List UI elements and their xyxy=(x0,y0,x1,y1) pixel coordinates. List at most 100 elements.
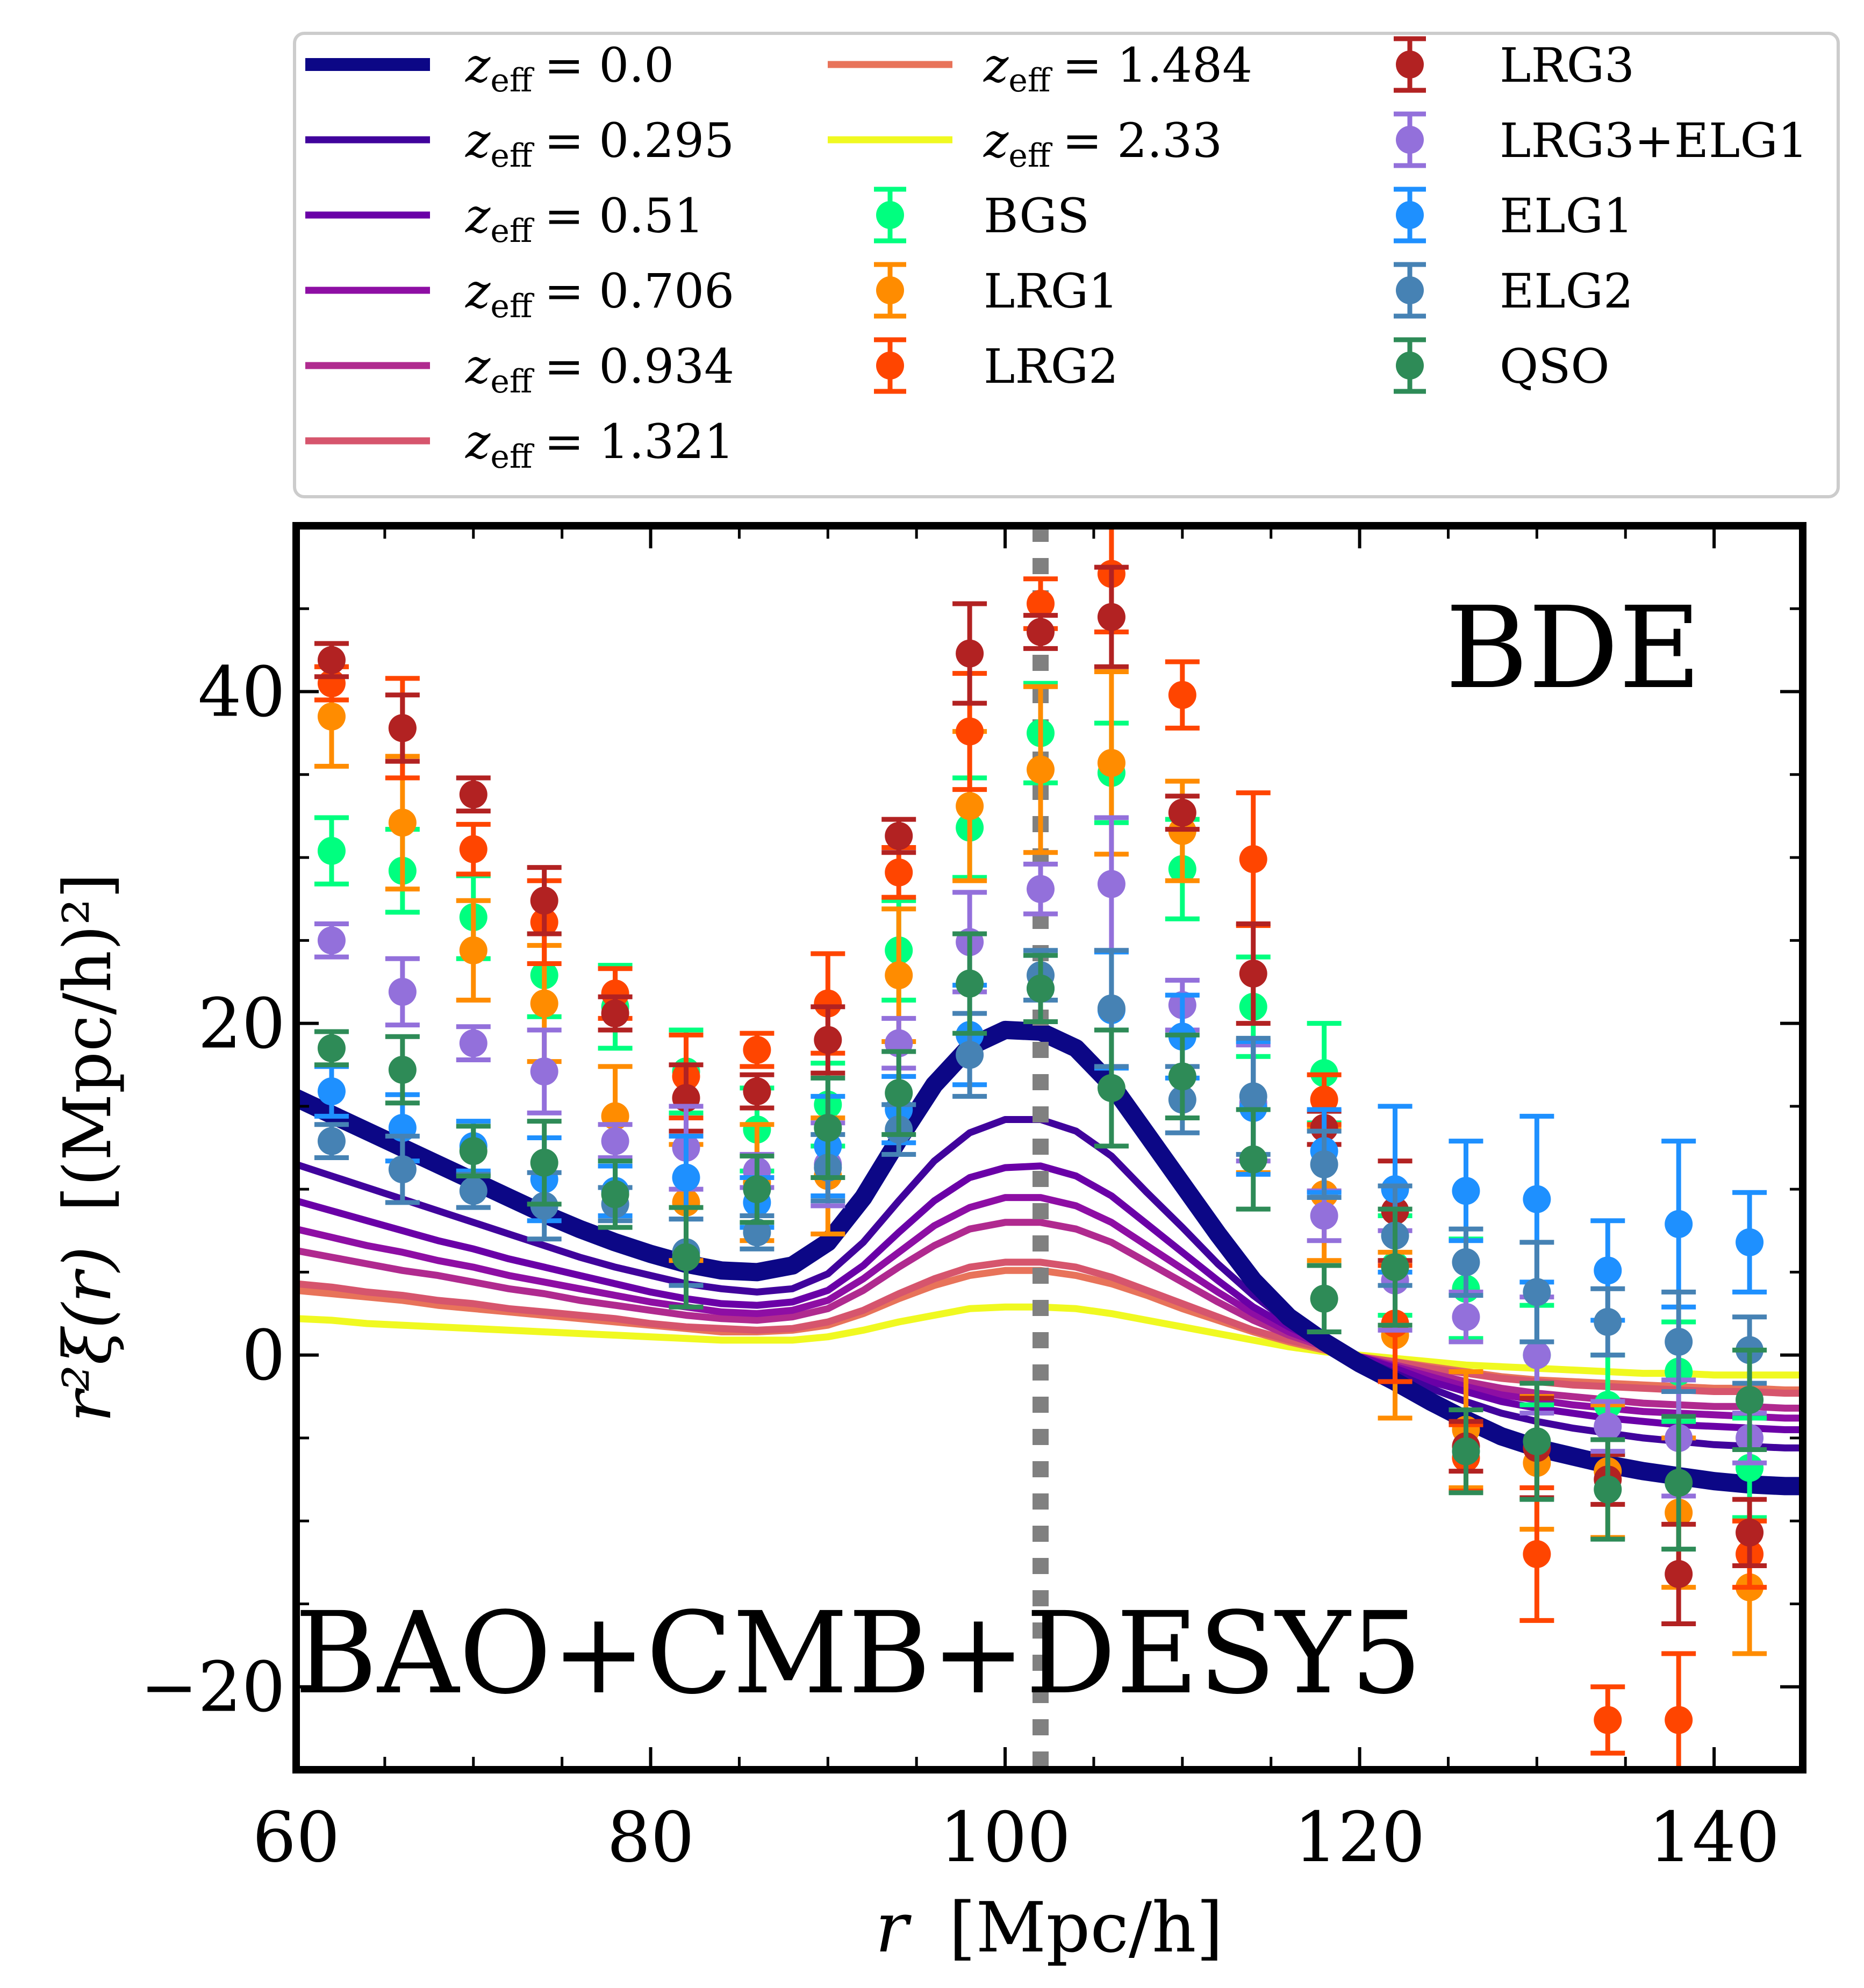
y-axis-label: r²ξ(r) [(Mpc/h)²] xyxy=(49,873,126,1422)
data-point xyxy=(1594,1307,1622,1336)
data-point xyxy=(814,989,842,1018)
data-point xyxy=(1594,1412,1622,1441)
data-point xyxy=(1381,1253,1409,1282)
model-line-2 xyxy=(296,1162,1803,1433)
data-point xyxy=(1168,1062,1196,1091)
data-point xyxy=(530,1057,558,1086)
x-axis-label: r [Mpc/h] xyxy=(876,1888,1223,1968)
legend-marker xyxy=(1396,201,1424,229)
x-tick-label: 140 xyxy=(1648,1798,1780,1878)
legend-item-data-6: ELG2 xyxy=(1394,262,1633,319)
x-tick-label: 120 xyxy=(1294,1798,1425,1878)
x-tick-label: 80 xyxy=(607,1798,694,1878)
data-point xyxy=(601,999,629,1028)
data-point xyxy=(956,717,984,746)
data-point xyxy=(1452,1177,1480,1205)
model-line-4 xyxy=(296,1219,1803,1412)
legend-label: zeff = 0.51 xyxy=(465,188,704,250)
data-point xyxy=(459,835,487,863)
model-line-7 xyxy=(296,1303,1803,1379)
y-axis-unit: [(Mpc/h)²] xyxy=(49,873,126,1212)
data-point xyxy=(601,979,629,1008)
data-point xyxy=(956,639,984,668)
legend-item-model-2: zeff = 0.51 xyxy=(305,188,704,250)
data-point xyxy=(317,836,346,865)
x-tick-label: 60 xyxy=(253,1798,340,1878)
data-point xyxy=(317,702,346,731)
data-point xyxy=(1452,1437,1480,1465)
legend-item-model-5: zeff = 1.321 xyxy=(305,414,734,476)
legend-marker xyxy=(1396,126,1424,154)
data-series-qso xyxy=(314,931,1767,1552)
data-point xyxy=(672,1163,700,1192)
legend-item-data-4: LRG3+ELG1 xyxy=(1394,111,1808,168)
legend-marker xyxy=(876,201,904,229)
data-point xyxy=(459,1029,487,1057)
legend-marker xyxy=(876,276,904,304)
legend-label: QSO xyxy=(1500,339,1610,394)
legend-item-model-6: zeff = 1.484 xyxy=(828,38,1252,99)
y-axis-main: r²ξ(r) xyxy=(49,1246,126,1422)
data-point xyxy=(1452,1248,1480,1276)
data-point xyxy=(1736,1518,1764,1547)
axes-frame xyxy=(292,522,1806,1774)
legend-label: LRG1 xyxy=(984,263,1119,319)
legend-label: LRG2 xyxy=(984,339,1119,394)
data-point xyxy=(388,809,417,837)
data-point xyxy=(388,714,417,742)
data-point xyxy=(1027,755,1055,784)
data-point xyxy=(459,936,487,964)
data-point xyxy=(530,1148,558,1177)
annotation-model: BDE xyxy=(1445,582,1701,714)
data-point xyxy=(1239,960,1267,988)
data-point xyxy=(885,858,913,886)
data-series-lrg2 xyxy=(314,526,1767,1770)
data-point xyxy=(743,1077,771,1106)
legend-item-model-0: zeff = 0.0 xyxy=(305,38,674,99)
data-point xyxy=(1594,1706,1622,1734)
data-point xyxy=(388,977,417,1006)
data-point xyxy=(530,989,558,1018)
y-tick-label: 20 xyxy=(198,984,285,1064)
legend-label: zeff = 0.706 xyxy=(465,263,734,325)
model-line-5 xyxy=(296,1258,1803,1397)
legend-item-model-3: zeff = 0.706 xyxy=(305,263,734,325)
data-point xyxy=(317,1034,346,1062)
data-point xyxy=(1594,1256,1622,1285)
svg-text:r²ξ(r) [(Mpc/h)²]: r²ξ(r) [(Mpc/h)²] xyxy=(49,873,126,1422)
legend-label: zeff = 1.321 xyxy=(465,414,734,476)
legend-label: zeff = 2.33 xyxy=(983,113,1222,175)
data-point xyxy=(885,1079,913,1107)
data-series-lrg3 xyxy=(314,564,1767,1626)
data-point xyxy=(459,1137,487,1165)
data-point xyxy=(1168,798,1196,827)
legend-frame xyxy=(293,32,1840,498)
data-point xyxy=(1665,1560,1693,1588)
data-point xyxy=(1594,1475,1622,1504)
legend-label: zeff = 0.295 xyxy=(465,113,734,175)
legend-label: BGS xyxy=(984,188,1089,244)
data-point xyxy=(459,780,487,809)
legend-item-model-4: zeff = 0.934 xyxy=(305,339,734,401)
y-tick-label: 0 xyxy=(242,1316,285,1396)
legend-label: zeff = 0.934 xyxy=(465,339,734,401)
data-point xyxy=(1523,1278,1551,1306)
data-point xyxy=(885,821,913,850)
legend-item-data-5: ELG1 xyxy=(1394,187,1633,244)
data-point xyxy=(1665,1327,1693,1356)
legend-item-model-1: zeff = 0.295 xyxy=(305,113,734,175)
data-point xyxy=(1736,1385,1764,1414)
data-point xyxy=(743,1035,771,1064)
legend-marker xyxy=(1396,276,1424,304)
data-points xyxy=(314,526,1767,1770)
axis-ticks: 60 80 100 120 140 −20 0 20 40 xyxy=(140,526,1804,1878)
data-point xyxy=(317,1127,346,1155)
data-point xyxy=(743,1218,771,1247)
legend: zeff = 0.0 zeff = 0.295 zeff = 0.51 zeff = 0.70… xyxy=(293,32,1840,498)
data-point xyxy=(1523,1185,1551,1213)
y-tick-label: −20 xyxy=(140,1648,285,1728)
data-point xyxy=(1665,1210,1693,1238)
legend-item-data-1: LRG1 xyxy=(874,262,1119,319)
data-point xyxy=(1665,1706,1693,1734)
